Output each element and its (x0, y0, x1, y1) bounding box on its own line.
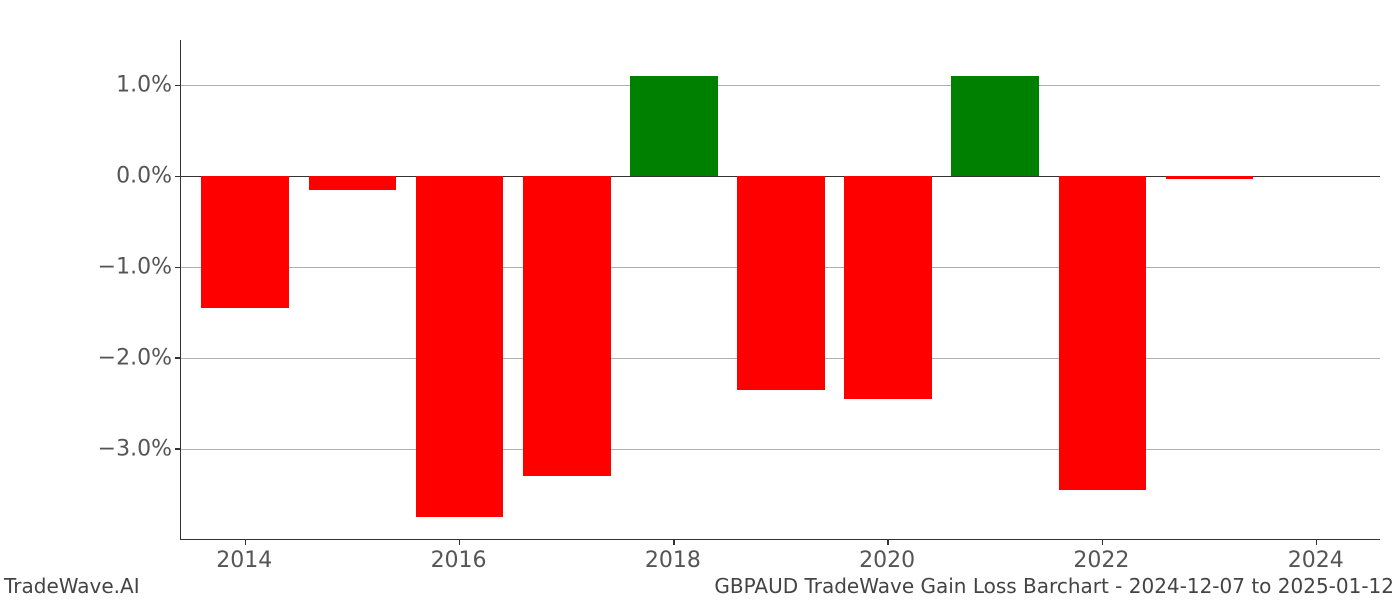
x-tick (1102, 539, 1104, 545)
x-tick-label: 2018 (633, 548, 713, 573)
y-tick-label: 0.0% (72, 164, 172, 189)
y-tick-label: −3.0% (72, 437, 172, 462)
x-tick (459, 539, 461, 545)
bar (416, 176, 504, 517)
bar (1059, 176, 1147, 490)
bar (523, 176, 611, 476)
plot-area (180, 40, 1380, 540)
bar (309, 176, 397, 190)
y-tick-label: 1.0% (72, 73, 172, 98)
bar (951, 76, 1039, 176)
y-tick-label: −2.0% (72, 346, 172, 371)
gridline (181, 449, 1380, 450)
bar (844, 176, 932, 399)
x-tick (887, 539, 889, 545)
bar (1166, 176, 1254, 179)
footer-left-brand: TradeWave.AI (4, 574, 140, 598)
y-tick-label: −1.0% (72, 255, 172, 280)
chart-container (180, 40, 1380, 540)
footer-right-caption: GBPAUD TradeWave Gain Loss Barchart - 20… (714, 574, 1394, 598)
x-tick-label: 2024 (1276, 548, 1356, 573)
x-tick (1316, 539, 1318, 545)
x-tick-label: 2014 (204, 548, 284, 573)
bar (737, 176, 825, 390)
x-tick-label: 2020 (847, 548, 927, 573)
x-tick (673, 539, 675, 545)
y-tick (175, 448, 181, 450)
x-tick (245, 539, 247, 545)
y-tick (175, 85, 181, 87)
bar (201, 176, 289, 308)
y-tick (175, 267, 181, 269)
bar (630, 76, 718, 176)
gridline (181, 85, 1380, 86)
x-tick-label: 2016 (419, 548, 499, 573)
y-tick (175, 357, 181, 359)
x-tick-label: 2022 (1061, 548, 1141, 573)
